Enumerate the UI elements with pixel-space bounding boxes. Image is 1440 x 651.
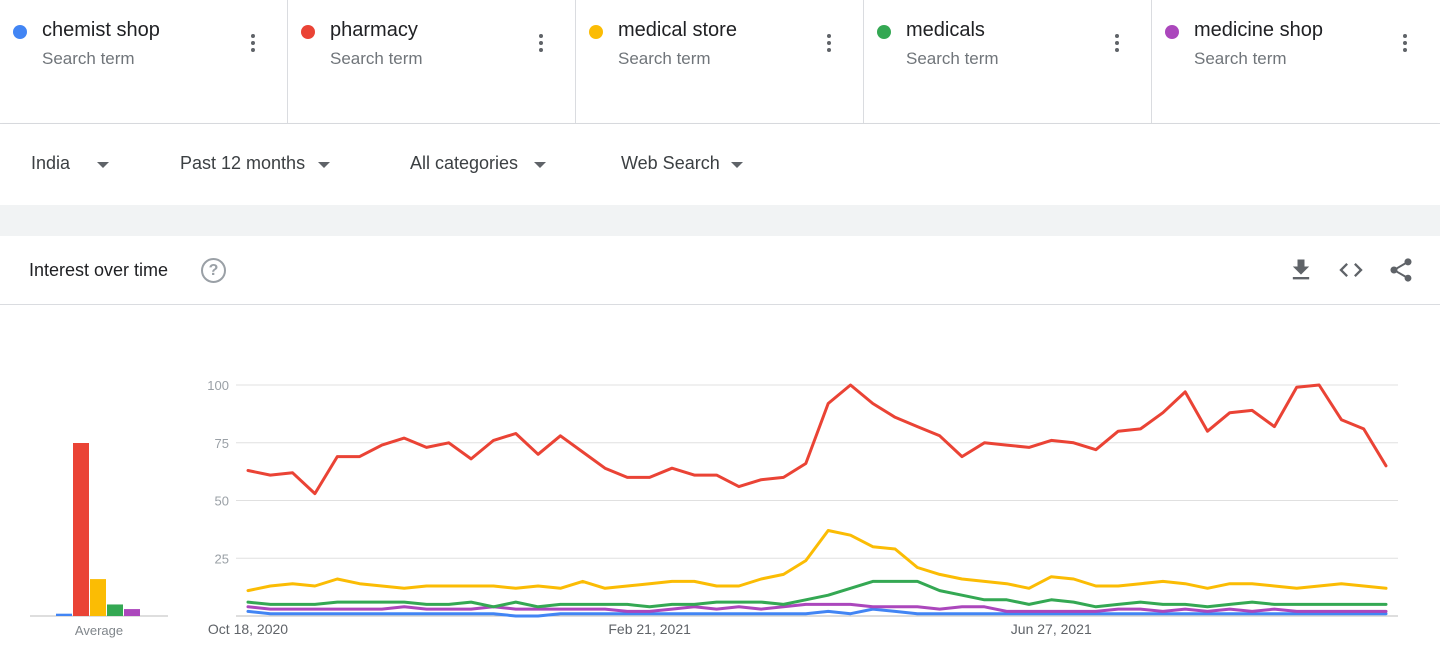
term-color-dot xyxy=(301,25,315,39)
chart-lines xyxy=(246,383,1388,618)
x-tick-label: Feb 21, 2021 xyxy=(608,621,691,637)
search-terms-bar: chemist shop Search term pharmacy Search… xyxy=(0,0,1440,124)
more-vert-icon[interactable] xyxy=(1104,30,1130,56)
panel-header: Interest over time ? xyxy=(0,236,1440,305)
series-line-pharmacy[interactable] xyxy=(246,383,1388,496)
term-type-label: Search term xyxy=(906,49,999,68)
chart-labels: 25 50 75 100 Oct 18, 2020 Feb 21, 2021 Jun 27,… xyxy=(207,378,1092,637)
panel-title: Interest over time xyxy=(29,260,169,280)
dropdown-caret-icon xyxy=(97,161,110,168)
term-name[interactable]: medicine shop xyxy=(1194,19,1323,41)
term-color-dot xyxy=(589,25,603,39)
series-line-medical-store[interactable] xyxy=(246,529,1388,593)
term-type-label: Search term xyxy=(618,49,711,68)
term-card-pharmacy[interactable]: pharmacy Search term xyxy=(288,0,576,124)
average-bar-medicine-shop[interactable] xyxy=(124,609,140,616)
term-color-dot xyxy=(877,25,891,39)
dropdown-caret-icon xyxy=(318,161,331,168)
series-line-medicine-shop[interactable] xyxy=(246,602,1388,613)
term-name[interactable]: medical store xyxy=(618,19,737,41)
average-bar-medical-store[interactable] xyxy=(90,579,106,616)
term-type-label: Search term xyxy=(330,49,423,68)
average-label: Average xyxy=(75,623,123,638)
embed-code-icon[interactable] xyxy=(1337,256,1365,284)
x-tick-label: Jun 27, 2021 xyxy=(1011,621,1092,637)
chart-gridlines xyxy=(236,384,1398,617)
help-icon[interactable]: ? xyxy=(201,258,226,283)
interest-over-time-panel: Interest over time ? Average 25 50 75 100 Oc… xyxy=(0,236,1440,651)
y-tick-label: 50 xyxy=(215,494,229,509)
more-vert-icon[interactable] xyxy=(816,30,842,56)
term-card-medical-store[interactable]: medical store Search term xyxy=(576,0,864,124)
search-type-dropdown[interactable]: Web Search xyxy=(621,153,743,174)
more-vert-icon[interactable] xyxy=(1392,30,1418,56)
time-range-label: Past 12 months xyxy=(180,153,306,173)
term-name[interactable]: pharmacy xyxy=(330,19,418,41)
series-line-medicals[interactable] xyxy=(246,579,1388,609)
average-bar-pharmacy[interactable] xyxy=(73,443,89,616)
time-range-dropdown[interactable]: Past 12 months xyxy=(180,153,331,174)
search-type-label: Web Search xyxy=(621,153,720,173)
filter-bar: India Past 12 months All categories Web … xyxy=(0,124,1440,205)
term-card-chemist-shop[interactable]: chemist shop Search term xyxy=(0,0,288,124)
dropdown-caret-icon xyxy=(730,161,743,168)
section-divider xyxy=(0,205,1440,236)
y-tick-label: 25 xyxy=(215,551,229,566)
term-name[interactable]: medicals xyxy=(906,19,985,41)
interest-over-time-chart: Average 25 50 75 100 Oct 18, 2020 Feb 21, 202… xyxy=(30,378,1398,638)
term-name[interactable]: chemist shop xyxy=(42,19,160,41)
category-dropdown[interactable]: All categories xyxy=(410,153,547,174)
region-label: India xyxy=(31,153,71,173)
download-icon[interactable] xyxy=(1287,256,1315,284)
category-label: All categories xyxy=(410,153,519,173)
x-tick-label: Oct 18, 2020 xyxy=(208,621,288,637)
average-bar-chemist-shop[interactable] xyxy=(56,613,72,616)
term-type-label: Search term xyxy=(1194,49,1287,68)
term-card-medicine-shop[interactable]: medicine shop Search term xyxy=(1152,0,1440,124)
average-bar-chart: Average xyxy=(30,443,168,638)
y-tick-label: 75 xyxy=(215,436,229,451)
series-line-chemist-shop[interactable] xyxy=(246,607,1388,618)
share-icon[interactable] xyxy=(1387,256,1415,284)
more-vert-icon[interactable] xyxy=(240,30,266,56)
more-vert-icon[interactable] xyxy=(528,30,554,56)
term-color-dot xyxy=(13,25,27,39)
region-dropdown[interactable]: India xyxy=(31,153,110,174)
term-color-dot xyxy=(1165,25,1179,39)
y-tick-label: 100 xyxy=(207,378,229,393)
term-type-label: Search term xyxy=(42,49,135,68)
term-card-medicals[interactable]: medicals Search term xyxy=(864,0,1152,124)
average-bar-medicals[interactable] xyxy=(107,604,123,616)
dropdown-caret-icon xyxy=(534,161,547,168)
